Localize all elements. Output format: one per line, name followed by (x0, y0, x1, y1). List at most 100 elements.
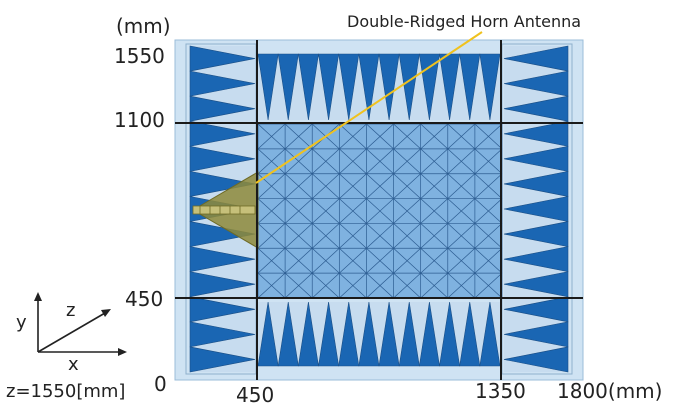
floor-grid-line (339, 198, 367, 224)
absorber-wedge (189, 346, 256, 373)
absorber-wedge (459, 301, 481, 367)
absorber-wedge (378, 301, 400, 367)
floor-grid-line (366, 173, 394, 199)
floor-grid-line (420, 173, 449, 199)
absorber-wedge (257, 53, 279, 121)
floor-grid-line (447, 198, 476, 224)
floor-grid-line (311, 223, 340, 249)
floor-grid-line (339, 248, 367, 274)
floor-grid-line (257, 148, 286, 174)
axis-label-z: z (66, 300, 76, 321)
chart-title: Double-Ridged Horn Antenna (347, 12, 582, 31)
floor-grid-line (339, 272, 367, 299)
absorber-wedge (503, 145, 569, 172)
absorber-wedge (277, 53, 299, 121)
floor-grid-line (447, 148, 476, 174)
axis-label-x: x (68, 354, 79, 375)
absorber-wedge (257, 301, 279, 367)
floor-grid-line (284, 123, 313, 150)
floor-grid-line (311, 272, 340, 299)
bottom-absorber-wedges (257, 301, 501, 367)
x-tick-1350: 1350 (475, 379, 526, 403)
absorber-wedge (297, 301, 319, 367)
floor-grid-line (257, 173, 286, 199)
floor-grid-line (474, 173, 503, 199)
plane-note: z=1550[mm] (6, 381, 126, 402)
absorber-wedge (189, 296, 256, 323)
absorber-wedge (297, 53, 319, 121)
floor-grid-line (393, 173, 421, 199)
absorber-wedge (503, 296, 569, 323)
floor-grid-line (366, 272, 394, 299)
floor-grid-line (420, 198, 449, 224)
floor-grid-line (420, 148, 449, 174)
absorber-wedge (503, 271, 569, 298)
absorber-wedge (503, 346, 569, 373)
floor-grid-line (257, 223, 286, 249)
absorber-wedge (479, 53, 501, 121)
absorber-backing (258, 302, 500, 366)
floor-grid-line (447, 272, 476, 299)
floor-grid-line (366, 248, 394, 274)
floor-grid-line (339, 223, 367, 249)
floor-grid-line (284, 173, 313, 199)
floor-grid-line (257, 272, 286, 299)
floor-grid-line (311, 198, 340, 224)
right-absorber-wedges (503, 45, 569, 373)
absorber-backing (258, 54, 500, 120)
absorber-wedge (189, 246, 256, 273)
floor-grid-line (257, 198, 286, 224)
y-tick-1550: 1550 (114, 44, 165, 68)
coordinate-axes-icon (34, 292, 127, 356)
absorber-wedge (503, 45, 569, 72)
floor-grid-line (393, 248, 421, 274)
absorber-wedge (189, 70, 256, 97)
absorber-wedge (439, 301, 461, 367)
floor-grid-line (311, 248, 340, 274)
absorber-wedge (338, 53, 360, 121)
absorber-wedge (358, 301, 380, 367)
floor-grid-line (420, 248, 449, 274)
absorber-wedge (503, 246, 569, 273)
absorber-wedge (189, 271, 256, 298)
absorber-wedge (398, 53, 420, 121)
floor-grid-line (393, 123, 421, 150)
floor-grid-line (474, 148, 503, 174)
floor-grid-line (284, 148, 313, 174)
absorber-wedge (503, 221, 569, 247)
absorber-wedge (338, 301, 360, 367)
y-tick-0: 0 (154, 372, 167, 396)
floor-grid-line (474, 198, 503, 224)
floor-grid-line (284, 248, 313, 274)
absorber-wedge (378, 53, 400, 121)
absorber-wedge (503, 70, 569, 97)
floor-grid-line (339, 173, 367, 199)
floor-grid-line (257, 248, 286, 274)
absorber-wedge (189, 171, 256, 197)
x-tick-1800: 1800(mm) (557, 379, 663, 403)
top-absorber-wedges (257, 53, 501, 121)
x-tick-450: 450 (236, 383, 275, 407)
absorber-wedge (318, 301, 340, 367)
floor-grid-line (284, 223, 313, 249)
floor-grid-line (447, 173, 476, 199)
floor-grid-line (366, 123, 394, 150)
absorber-wedge (277, 301, 299, 367)
absorber-wedge (189, 45, 256, 72)
absorber-wedge (358, 53, 380, 121)
absorber-wedge (503, 120, 569, 147)
absorber-wedge (503, 171, 569, 197)
floor-grid-line (284, 272, 313, 299)
floor-grid-line (393, 198, 421, 224)
floor-grid-line (257, 123, 286, 150)
floor-grid-line (393, 272, 421, 299)
floor-grid-line (447, 248, 476, 274)
floor-grid-line (474, 223, 503, 249)
floor-grid-line (393, 148, 421, 174)
floor-grid-line (311, 148, 340, 174)
absorber-wedge (318, 53, 340, 121)
absorber-wedge (189, 145, 256, 172)
y-tick-450: 450 (125, 287, 164, 311)
absorber-wedge (479, 301, 501, 367)
